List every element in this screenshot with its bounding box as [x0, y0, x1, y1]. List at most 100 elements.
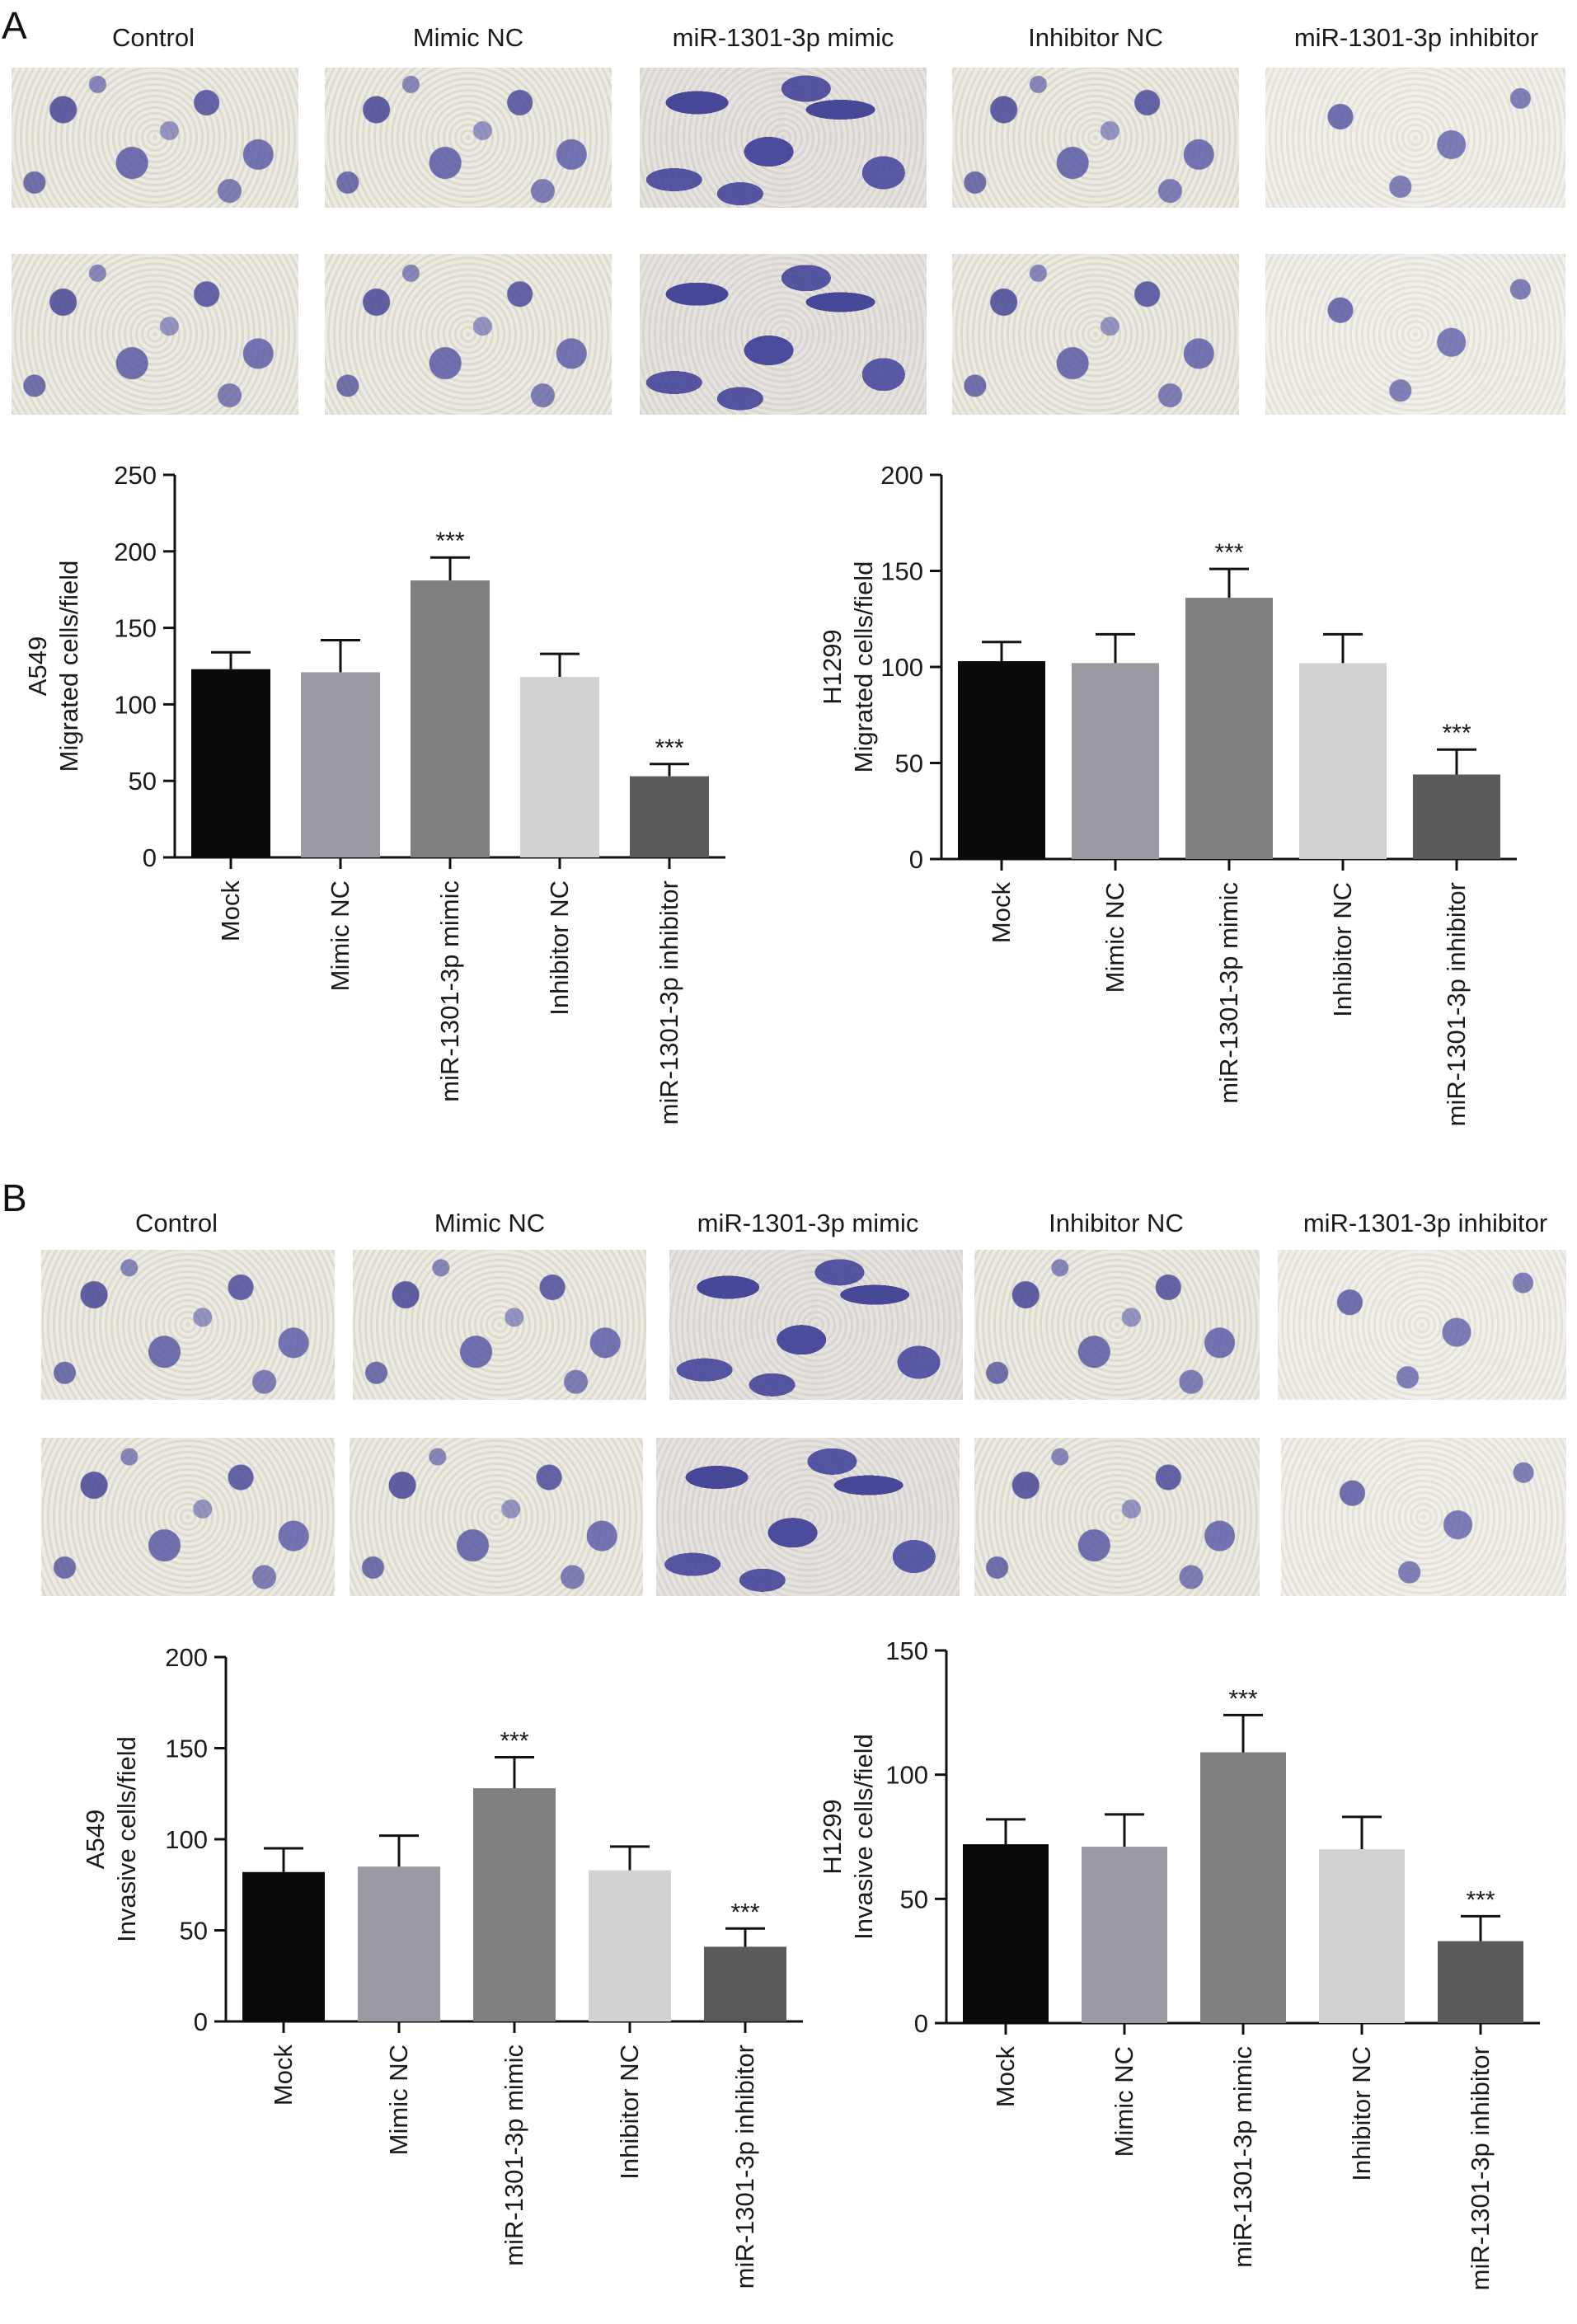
x-tick-label: Mimic NC: [326, 880, 354, 991]
y-axis-label: H1299Migrated cells/field: [818, 561, 878, 773]
x-tick-label: Mock: [991, 2046, 1020, 2108]
y-tick-label: 100: [885, 1761, 928, 1790]
bar: [1082, 1847, 1167, 2023]
micrograph-a-control-1: [12, 68, 298, 208]
x-tick-label: miR-1301-3p inhibitor: [730, 2045, 759, 2289]
bar: [958, 661, 1045, 859]
y-tick-label: 0: [143, 843, 157, 872]
micrograph-b-control-2: [41, 1438, 335, 1596]
y-tick-label: 0: [194, 2007, 208, 2036]
significance-label: ***: [435, 528, 464, 555]
x-tick-label: Inhibitor NC: [615, 2045, 644, 2180]
bar: [1319, 1849, 1405, 2023]
micrograph-a-mimic-2: [640, 254, 927, 415]
y-axis-label-line2: Migrated cells/field: [54, 561, 83, 772]
bar: [704, 1946, 786, 2021]
y-tick-label: 200: [114, 538, 157, 566]
x-tick-label: miR-1301-3p mimic: [435, 880, 464, 1102]
micrograph-b-mimic-nc-2: [350, 1438, 643, 1596]
x-tick-label: Inhibitor NC: [545, 880, 574, 1016]
x-tick-label: miR-1301-3p inhibitor: [1442, 882, 1471, 1126]
column-title-mimic-nc-b: Mimic NC: [434, 1209, 546, 1237]
y-axis-label-line1: H1299: [818, 629, 847, 704]
panel-letter-b: B: [2, 1176, 27, 1219]
x-tick-label: Inhibitor NC: [1328, 882, 1357, 1017]
micrograph-b-inhibitor-2: [1281, 1438, 1566, 1596]
micrograph-a-mimic-nc-1: [325, 68, 612, 208]
y-tick-label: 200: [880, 461, 923, 490]
y-axis-label-line2: Invasive cells/field: [849, 1734, 878, 1940]
x-tick-label: Mimic NC: [1101, 882, 1129, 993]
y-tick-label: 100: [880, 653, 923, 682]
micrograph-b-mimic-2: [656, 1438, 960, 1596]
y-tick-label: 100: [165, 1825, 208, 1854]
bar: [520, 676, 599, 857]
y-tick-label: 50: [895, 749, 923, 778]
y-axis-label: A549Invasive cells/field: [81, 1736, 141, 1942]
column-title-mimic: miR-1301-3p mimic: [672, 23, 894, 52]
y-axis-label-line1: H1299: [818, 1799, 847, 1874]
column-title-mimic-b: miR-1301-3p mimic: [697, 1209, 919, 1237]
significance-label: ***: [730, 1899, 759, 1926]
column-title-control: Control: [112, 23, 195, 52]
x-tick-label: miR-1301-3p mimic: [1228, 2046, 1257, 2268]
y-tick-label: 50: [180, 1917, 208, 1946]
x-tick-label: Mimic NC: [1110, 2046, 1138, 2157]
bar: [1413, 774, 1500, 859]
y-tick-label: 250: [114, 461, 157, 490]
y-tick-label: 50: [900, 1885, 928, 1913]
y-tick-label: 50: [129, 767, 157, 796]
micrograph-a-mimic-1: [640, 68, 927, 208]
column-title-inhibitor-nc-b: Inhibitor NC: [1049, 1209, 1184, 1237]
x-tick-label: miR-1301-3p inhibitor: [655, 880, 683, 1124]
column-title-inhibitor-nc: Inhibitor NC: [1028, 23, 1163, 52]
micrograph-a-inhibitor-2: [1265, 254, 1565, 415]
bar: [1200, 1752, 1286, 2023]
y-axis-label-line2: Migrated cells/field: [849, 561, 878, 773]
x-tick-label: miR-1301-3p inhibitor: [1466, 2046, 1495, 2290]
micrograph-b-inhibitor-1: [1278, 1250, 1566, 1400]
column-title-control-b: Control: [135, 1209, 218, 1237]
x-tick-label: Mock: [216, 880, 245, 942]
micrograph-a-inhibitor-1: [1265, 68, 1565, 208]
column-title-mimic-nc: Mimic NC: [412, 23, 524, 52]
y-axis-label: H1299Invasive cells/field: [818, 1734, 878, 1940]
y-axis-label-line2: Invasive cells/field: [112, 1736, 141, 1942]
x-tick-label: miR-1301-3p mimic: [1214, 882, 1243, 1104]
y-tick-label: 100: [114, 690, 157, 719]
bar: [1438, 1941, 1523, 2023]
bar: [473, 1788, 556, 2021]
y-tick-label: 150: [880, 557, 923, 586]
y-tick-label: 0: [914, 2009, 928, 2038]
y-tick-label: 150: [114, 614, 157, 643]
x-tick-label: Mock: [269, 2045, 298, 2106]
significance-label: ***: [1466, 1886, 1495, 1913]
bar: [358, 1866, 440, 2021]
micrograph-a-inhibitor-nc-1: [952, 68, 1239, 208]
y-tick-label: 200: [165, 1643, 208, 1672]
significance-label: ***: [655, 735, 683, 762]
x-tick-label: Mimic NC: [384, 2045, 413, 2155]
x-tick-label: miR-1301-3p mimic: [500, 2045, 528, 2266]
chart-h1299-migrated: 0 50 100 150 200 H1299Migrated cells/field Moc…: [818, 461, 1517, 1126]
column-title-inhibitor: miR-1301-3p inhibitor: [1293, 23, 1539, 52]
bar: [301, 672, 380, 857]
chart-h1299-invasive: 0 50 100 150 H1299Invasive cells/field Mock Mi…: [818, 1636, 1540, 2290]
y-tick-label: 150: [885, 1636, 928, 1665]
micrograph-b-mimic-1: [669, 1250, 963, 1400]
x-tick-label: Inhibitor NC: [1347, 2046, 1376, 2181]
bar: [411, 580, 490, 857]
bar: [630, 776, 709, 857]
y-axis-label: A549Migrated cells/field: [23, 561, 83, 772]
chart-a549-invasive: 0 50 100 150 200 A549Invasive cells/field Mock…: [81, 1643, 803, 2289]
bar: [242, 1871, 325, 2021]
bar: [963, 1844, 1049, 2023]
y-axis-label-line1: A549: [23, 636, 52, 696]
bar: [191, 669, 270, 857]
y-axis-label-line1: A549: [81, 1810, 110, 1869]
y-tick-label: 150: [165, 1735, 208, 1763]
micrograph-b-mimic-nc-1: [353, 1250, 646, 1400]
bar: [1185, 598, 1273, 859]
micrograph-b-inhibitor-nc-1: [974, 1250, 1260, 1400]
